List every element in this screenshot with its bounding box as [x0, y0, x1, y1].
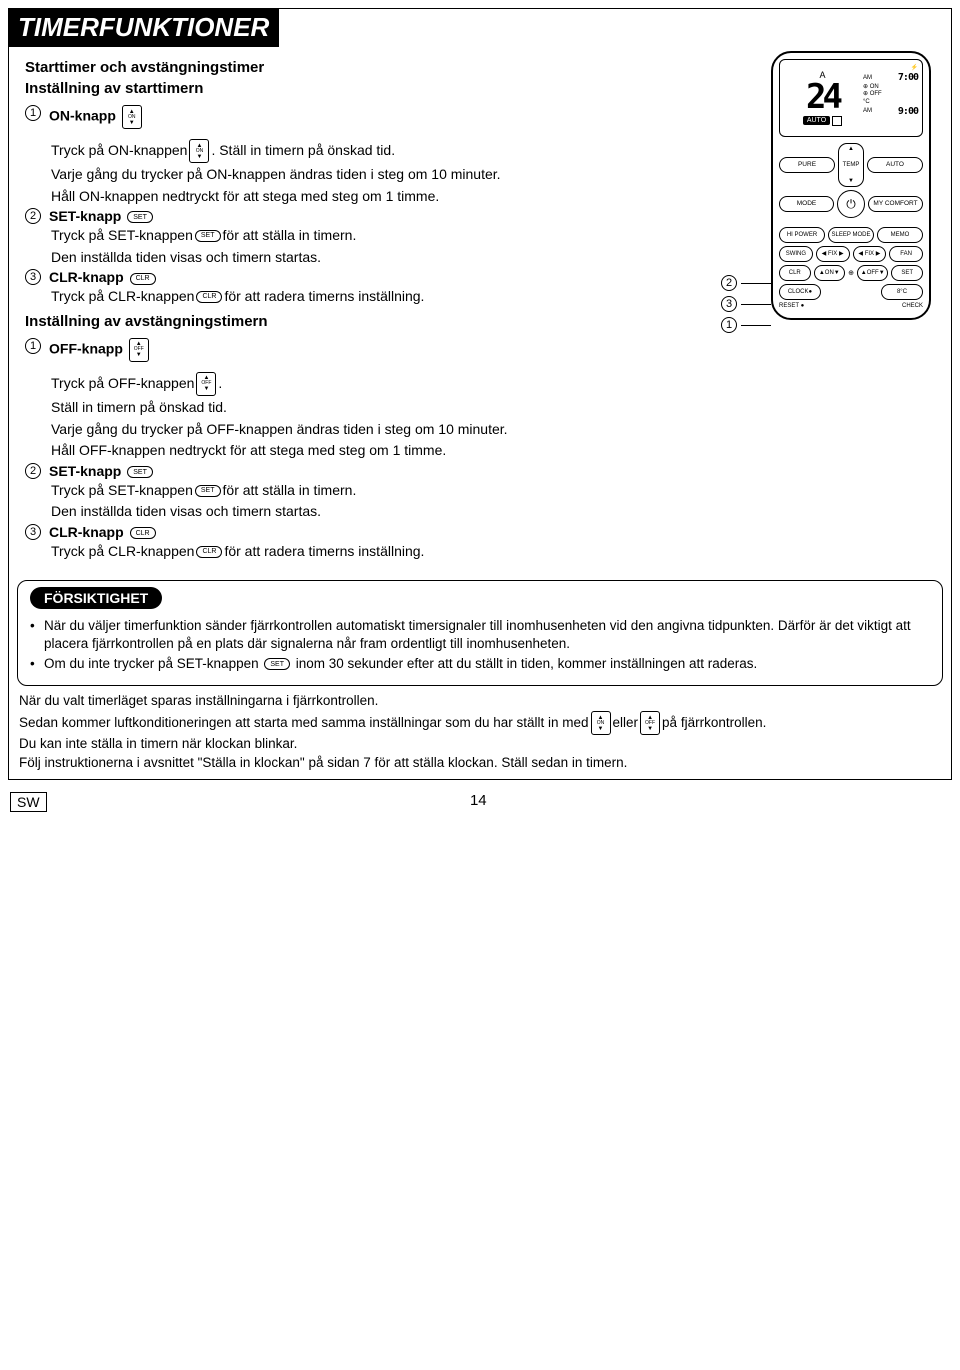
remote-mycomfort-button: MY COMFORT — [868, 196, 923, 212]
remote-check-label: CHECK — [853, 303, 924, 309]
page-title: TIMERFUNKTIONER — [8, 8, 279, 47]
off-step-3: 3 CLR-knapp CLR — [25, 524, 935, 540]
remote-pure-button: PURE — [779, 157, 835, 173]
set-button-label-2: SET-knapp — [49, 463, 121, 479]
remote-reset-label: RESET ● — [779, 303, 850, 309]
on-button-label: ON-knapp — [49, 108, 116, 124]
remote-callouts: 2 3 1 — [721, 275, 771, 338]
off-button-icon: ▲OFF▼ — [640, 711, 660, 735]
caution-box: FÖRSIKTIGHET •När du väljer timerfunktio… — [17, 580, 943, 687]
remote-clr-button: CLR — [779, 265, 811, 281]
remote-auto-button: AUTO — [867, 157, 923, 173]
remote-memo-button: MEMO — [877, 227, 923, 243]
off-button-icon: ▲OFF▼ — [129, 338, 149, 362]
set-button-icon: SET — [127, 211, 153, 223]
set-button-icon: SET — [195, 230, 221, 242]
clr-button-icon: CLR — [130, 527, 156, 539]
remote-fix1-button: ◀ FIX ▶ — [816, 246, 850, 262]
remote-8c-button: 8°C — [881, 284, 923, 300]
remote-off-button: ▲OFF▼ — [857, 265, 889, 281]
remote-clock-button: CLOCK ● — [779, 284, 821, 300]
remote-swing-button: SWING — [779, 246, 813, 262]
remote-sleepmode-button: SLEEP MODE — [828, 227, 874, 243]
remote-fan-button: FAN — [889, 246, 923, 262]
step-number-2b: 2 — [25, 463, 41, 479]
set-button-icon: SET — [195, 485, 221, 497]
footer-language-code: SW — [10, 792, 47, 812]
caution-bullet-1: •När du väljer timerfunktion sänder fjär… — [30, 617, 930, 653]
on-button-icon: ▲ON▼ — [591, 711, 611, 735]
off-step-1-line4: Håll OFF-knappen nedtryckt för att stega… — [51, 441, 935, 461]
clr-button-icon: CLR — [196, 291, 222, 303]
step-number-1b: 1 — [25, 338, 41, 354]
step-number-2: 2 — [25, 208, 41, 224]
step-number-3: 3 — [25, 269, 41, 285]
off-step-3-line1: Tryck på CLR-knappen CLR för att radera … — [51, 542, 935, 562]
on-button-icon: ▲ON▼ — [122, 105, 142, 129]
off-button-label: OFF-knapp — [49, 341, 123, 357]
set-button-icon: SET — [127, 466, 153, 478]
off-step-1-line3: Varje gång du trycker på OFF-knappen änd… — [51, 420, 935, 440]
step-number-3b: 3 — [25, 524, 41, 540]
off-step-1-line2: Ställ in timern på önskad tid. — [51, 398, 935, 418]
off-step-2-line1: Tryck på SET-knappen SET för att ställa … — [51, 481, 935, 501]
clr-button-label: CLR-knapp — [49, 269, 124, 285]
lcd-auto-label: AUTO — [803, 116, 830, 125]
remote-mode-button: MODE — [779, 196, 834, 212]
page-footer: SW 14 — [0, 788, 960, 818]
clr-button-label-2: CLR-knapp — [49, 524, 124, 540]
remote-lcd: A 24 AUTO ⚡ AM7:00 ⊕ ON ⊕ OFF °C AM9:00 — [779, 59, 923, 137]
off-step-2: 2 SET-knapp SET — [25, 463, 935, 479]
remote-on-button: ▲ON▼ — [814, 265, 846, 281]
remote-hipower-button: HI POWER — [779, 227, 825, 243]
remote-set-button: SET — [891, 265, 923, 281]
off-step-2-line2: Den inställda tiden visas och timern sta… — [51, 502, 935, 522]
lcd-temperature: 24 — [806, 80, 839, 114]
footer-page-number: 14 — [47, 792, 910, 812]
post-caution-text: När du valt timerläget sparas inställnin… — [9, 686, 951, 779]
set-button-icon: SET — [264, 658, 290, 670]
off-button-icon: ▲OFF▼ — [196, 372, 216, 396]
off-step-1-line1: Tryck på OFF-knappen ▲OFF▼ . — [51, 372, 935, 396]
on-button-icon: ▲ON▼ — [189, 139, 209, 163]
fan-icon — [832, 116, 842, 126]
step-number-1: 1 — [25, 105, 41, 121]
off-step-1: 1 OFF-knapp ▲OFF▼ — [25, 338, 935, 362]
remote-fix2-button: ◀ FIX ▶ — [853, 246, 887, 262]
set-button-label: SET-knapp — [49, 208, 121, 224]
remote-illustration: A 24 AUTO ⚡ AM7:00 ⊕ ON ⊕ OFF °C AM9:00 … — [721, 51, 941, 320]
clr-button-icon: CLR — [130, 273, 156, 285]
remote-power-button: ⏻ — [837, 190, 865, 218]
clr-button-icon: CLR — [196, 546, 222, 558]
remote-temp-rocker: ▲TEMP▼ — [838, 143, 864, 187]
caution-bullet-2: • Om du inte trycker på SET-knappen SET … — [30, 655, 930, 673]
caution-title: FÖRSIKTIGHET — [30, 587, 162, 609]
